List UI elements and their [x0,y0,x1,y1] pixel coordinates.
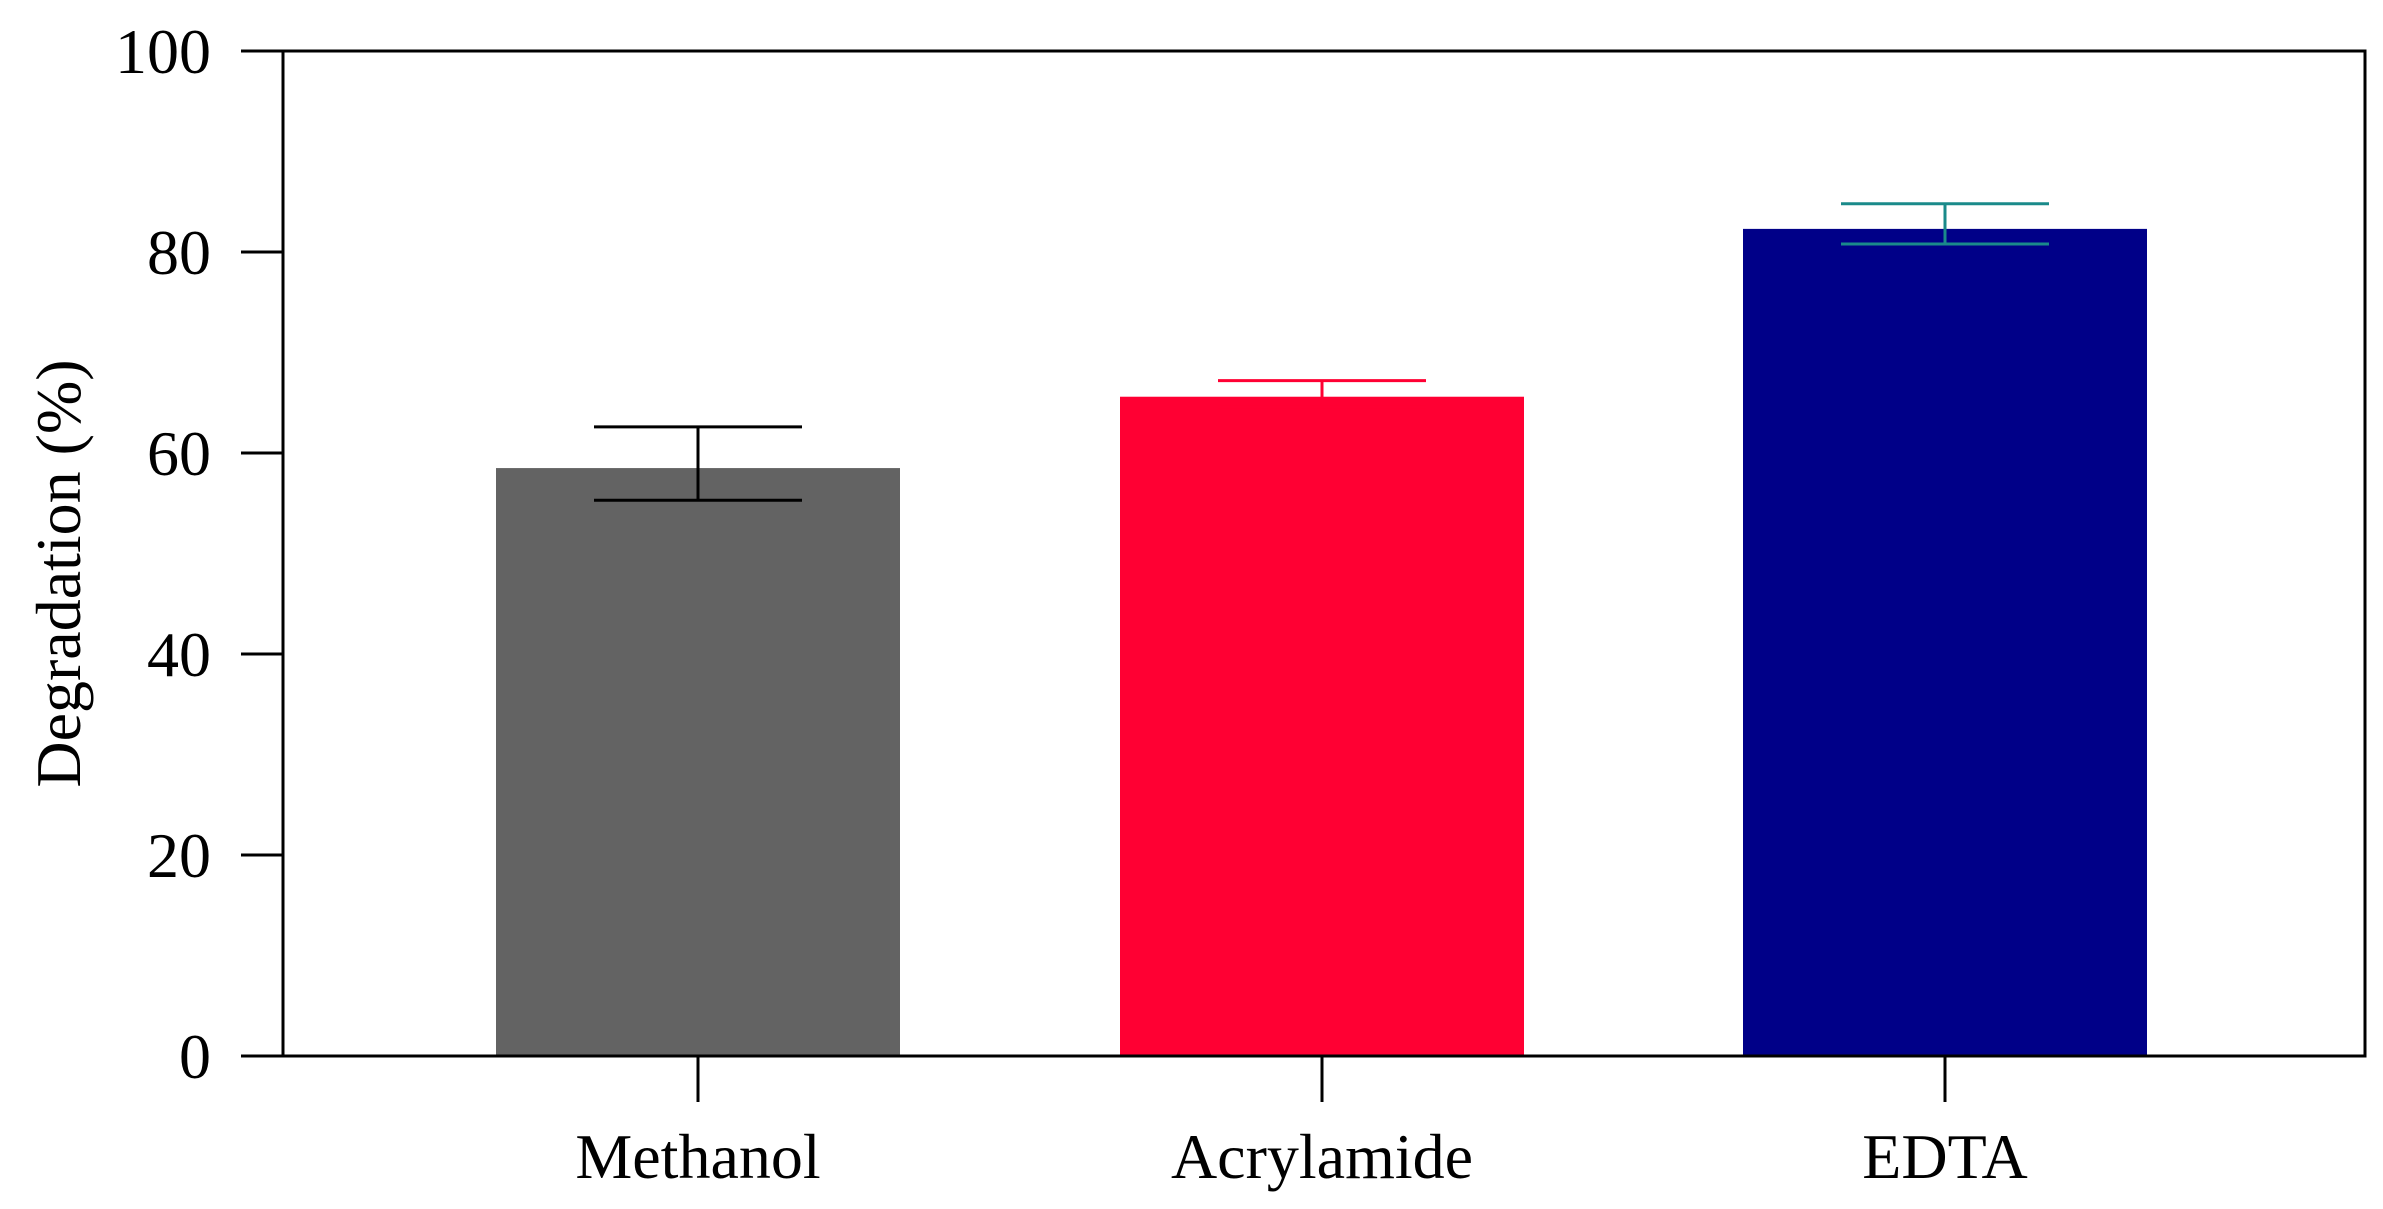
x-tick-label: Acrylamide [1171,1121,1473,1192]
bar-acrylamide [1120,396,1524,1057]
plot-frame [281,49,2367,1058]
y-axis-title: Degradation (%) [23,359,94,787]
y-tick-label: 60 [147,418,211,489]
y-tick-label: 0 [179,1021,211,1092]
y-tick-label: 100 [115,16,211,87]
x-tick-label: EDTA [1862,1121,2028,1192]
y-tick-label: 20 [147,820,211,891]
y-tick-labels: 0 20 40 60 80 100 [115,16,211,1092]
y-tick-label: 40 [147,619,211,690]
bar-edta [1743,228,2147,1056]
bar-methanol [496,468,900,1056]
x-tick-labels: Methanol Acrylamide EDTA [575,1121,2027,1192]
x-tick-label: Methanol [575,1121,820,1192]
error-bars [594,202,2049,502]
y-tick-label: 80 [147,217,211,288]
y-axis-ticks [241,49,283,1058]
bars [496,228,2147,1057]
x-axis-ticks [696,1056,1947,1102]
